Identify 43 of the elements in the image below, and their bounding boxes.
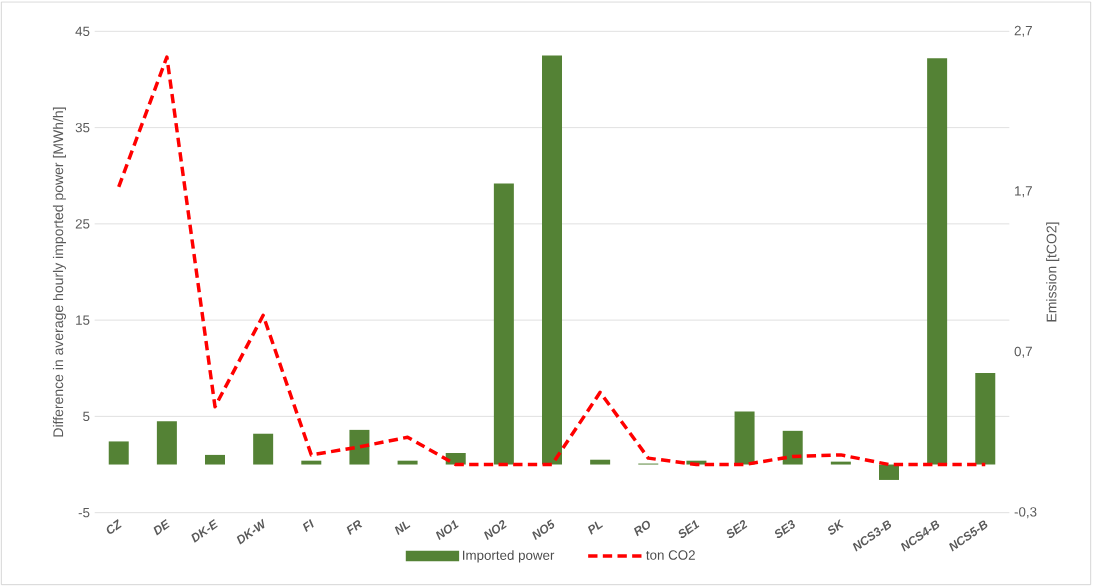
bar [493,183,514,465]
x-tick-label: SE1 [678,520,700,539]
bar [590,459,611,465]
x-tick-label: FR [346,520,363,536]
bar [878,464,899,480]
x-tick-label: SE3 [774,520,795,539]
y2-tick-label: 0,7 [1014,346,1032,358]
bar [830,461,851,465]
y-tick-label: 15 [76,315,90,325]
x-tick-label: DE [153,519,170,536]
bar [734,411,755,465]
bar [975,373,996,465]
y2-tick-label: 1,7 [1015,186,1032,198]
y2-tick-label: 2,7 [1014,25,1032,37]
x-tick-label: NO2 [484,520,507,541]
y2-axis-title: Emission [tCO2] [1046,222,1060,322]
bar [349,429,370,465]
legend-label: Imported power [463,550,555,563]
x-tick-label: FI [302,519,314,532]
x-tick-label: PL [587,521,603,535]
bar [927,58,948,465]
y-tick-label: 5 [83,411,90,422]
bar [397,460,418,465]
bar [156,421,177,465]
x-tick-label: NO1 [435,520,459,541]
x-tick-label: RO [633,520,650,537]
x-tick-label: NL [394,521,411,536]
y-tick-label: 25 [75,219,90,229]
x-tick-label: SE2 [726,520,748,539]
bar [205,454,226,465]
y2-tick-label: -0,3 [1014,507,1037,519]
legend-label: ton CO2 [646,550,695,560]
bar [108,441,129,465]
x-tick-label: CZ [106,519,122,534]
y-tick-label: -5 [78,508,90,518]
bar [253,433,274,465]
bar [542,55,562,465]
x-tick-label: SK [828,518,844,535]
y-tick-label: 35 [75,122,90,133]
bar [301,460,322,465]
y-tick-label: 45 [75,26,90,36]
y-axis-title: Difference in average hourly imported power [MWh/h] [52,107,66,437]
bar [782,430,803,465]
